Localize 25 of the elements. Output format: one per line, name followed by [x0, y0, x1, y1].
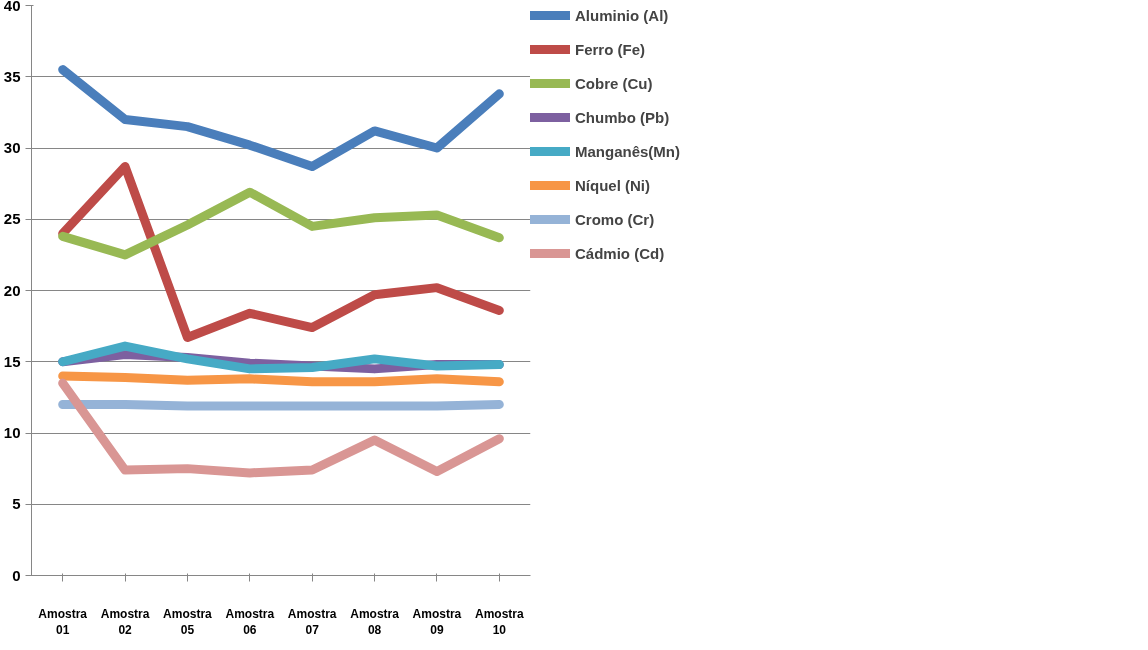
legend-label: Cromo (Cr): [575, 209, 655, 229]
x-tick-label: Amostra 02: [100, 606, 150, 638]
y-tick-label: 0: [12, 566, 21, 584]
legend-label: Aluminio (Al): [575, 5, 669, 25]
legend-label: Cádmio (Cd): [575, 243, 665, 263]
x-tick-label: Amostra 07: [287, 606, 337, 638]
x-tick-label: Amostra 05: [163, 606, 213, 638]
legend-label: Níquel (Ni): [575, 175, 650, 195]
y-tick-label: 15: [3, 352, 21, 370]
y-tick-label: 20: [3, 281, 21, 299]
x-tick-label: Amostra 08: [350, 606, 400, 638]
x-tick-label: Amostra 10: [474, 606, 524, 638]
x-tick-label: Amostra 01: [38, 606, 88, 638]
legend-label: Manganês(Mn): [575, 141, 680, 161]
y-tick-label: 40: [3, 0, 21, 14]
x-tick-label: Amostra 09: [412, 606, 462, 638]
y-tick-label: 10: [3, 424, 21, 441]
y-tick-label: 30: [3, 139, 21, 156]
legend-label: Ferro (Fe): [575, 39, 646, 59]
legend-label: Chumbo (Pb): [575, 107, 670, 127]
y-tick-label: 25: [3, 210, 21, 228]
x-tick-label: Amostra 06: [225, 606, 275, 638]
y-tick-label: 5: [12, 495, 21, 513]
legend-label: Cobre (Cu): [575, 73, 653, 93]
y-tick-label: 35: [3, 67, 21, 85]
